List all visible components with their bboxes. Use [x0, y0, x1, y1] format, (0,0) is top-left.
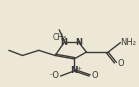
Text: CH₃: CH₃	[52, 33, 66, 42]
Text: +: +	[76, 66, 82, 71]
Text: NH₂: NH₂	[121, 38, 137, 47]
Text: O: O	[117, 59, 124, 68]
Text: ⁻O: ⁻O	[48, 71, 59, 80]
Text: O: O	[91, 71, 98, 80]
Text: N: N	[60, 38, 67, 47]
Text: N: N	[75, 38, 82, 47]
Text: N: N	[70, 66, 78, 75]
